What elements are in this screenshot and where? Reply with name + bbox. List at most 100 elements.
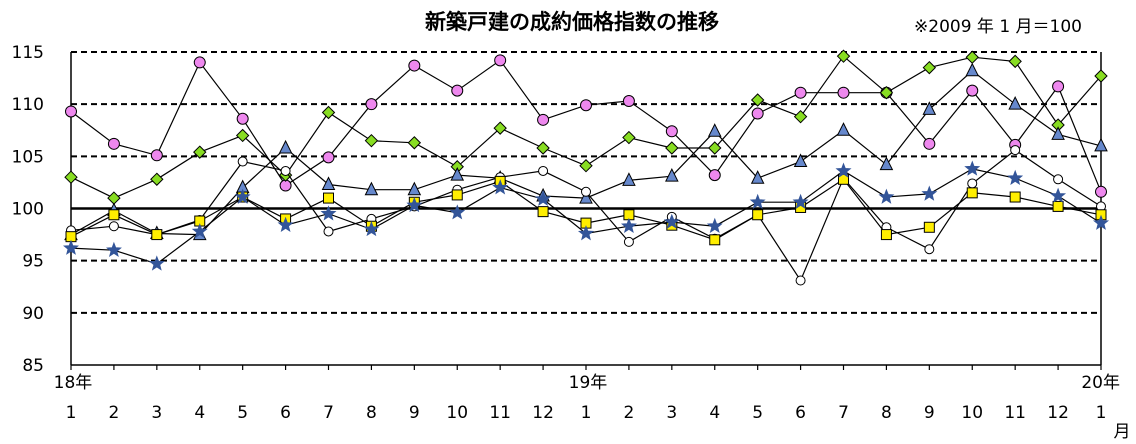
year-label: 18年 [54, 373, 93, 393]
y-tick-label: 110 [12, 95, 44, 115]
x-tick-label: 3 [666, 403, 677, 423]
data-point [537, 113, 550, 126]
data-point [1007, 169, 1024, 186]
x-tick-label: 4 [194, 403, 205, 423]
data-point [880, 229, 892, 241]
data-point [835, 162, 852, 178]
data-point [236, 112, 249, 125]
data-point [794, 86, 807, 99]
data-point [965, 62, 980, 77]
data-point [706, 217, 723, 234]
data-point [237, 156, 248, 167]
x-tick-label: 6 [795, 403, 806, 423]
y-tick-label: 85 [22, 356, 44, 376]
x-tick-label: 1 [1096, 403, 1107, 423]
chart-title: 新築戸建の成約価格指数の推移 [425, 10, 719, 34]
x-tick-label: 12 [1047, 403, 1069, 423]
data-point [277, 216, 294, 233]
data-point [836, 122, 851, 136]
data-point [923, 221, 935, 233]
series-line [70, 168, 1102, 265]
year-label: 20年 [1081, 373, 1120, 393]
x-tick-label: 10 [446, 403, 468, 423]
data-point [323, 226, 334, 237]
x-tick-label: 9 [924, 403, 935, 423]
x-tick-label: 2 [624, 403, 635, 423]
x-tick-label: 3 [151, 403, 162, 423]
data-point [191, 223, 208, 239]
data-point [837, 86, 850, 99]
data-point [1051, 126, 1065, 140]
data-point [665, 141, 679, 155]
data-point [537, 206, 549, 218]
data-point [1008, 96, 1022, 110]
data-point [1050, 187, 1067, 203]
x-tick-label: 6 [280, 403, 291, 423]
data-point [795, 275, 806, 286]
data-point [836, 49, 851, 63]
data-point [752, 209, 764, 221]
data-point [234, 188, 251, 204]
data-point [150, 172, 164, 186]
data-point [1008, 54, 1022, 69]
data-point [967, 178, 978, 189]
y-tick-label: 95 [22, 252, 44, 272]
data-point [924, 244, 935, 255]
data-point [107, 191, 121, 205]
data-point [278, 139, 293, 154]
data-point [1009, 191, 1021, 203]
series-line [70, 55, 1102, 199]
data-point [622, 172, 636, 186]
data-point [321, 176, 336, 191]
x-tick-label: 5 [237, 403, 248, 423]
data-point [493, 121, 507, 135]
data-point [879, 85, 894, 100]
data-point [363, 221, 380, 237]
series-group [62, 49, 1110, 286]
data-point [451, 84, 464, 97]
data-point [108, 221, 119, 232]
data-point [750, 170, 765, 184]
data-point [150, 149, 163, 162]
data-point [922, 101, 937, 115]
y-tick-label: 90 [22, 304, 44, 324]
x-tick-label: 8 [366, 403, 377, 423]
data-point [408, 59, 421, 72]
data-point [406, 197, 423, 213]
data-point [320, 205, 337, 221]
series-star [62, 160, 1110, 271]
data-point [536, 141, 550, 155]
data-point [280, 165, 291, 176]
data-point [709, 234, 721, 246]
data-point [407, 181, 422, 196]
data-point [965, 50, 979, 64]
data-point [921, 185, 938, 201]
x-tick-label: 11 [489, 403, 511, 423]
year-label: 19年 [569, 373, 608, 393]
data-point [322, 151, 335, 164]
data-point [1053, 174, 1064, 185]
data-point [879, 156, 894, 171]
y-tick-label: 115 [12, 43, 44, 63]
data-point [1095, 185, 1107, 198]
data-point [1010, 145, 1021, 156]
data-point [579, 189, 593, 204]
data-point [708, 141, 722, 155]
data-point [65, 105, 77, 118]
y-tick-label: 100 [12, 200, 44, 220]
data-point [1092, 214, 1110, 230]
data-point [620, 217, 637, 234]
data-point [492, 179, 509, 195]
data-point [538, 165, 549, 176]
data-point [365, 98, 378, 111]
series-diamond [64, 49, 1108, 205]
data-point [663, 213, 680, 229]
data-point [193, 56, 206, 69]
data-point [451, 189, 463, 201]
x-tick-label: 5 [752, 403, 763, 423]
data-point [62, 239, 80, 255]
data-point [750, 93, 765, 107]
data-point [1052, 80, 1065, 93]
data-point [535, 190, 552, 206]
y-tick-label: 105 [12, 147, 44, 167]
